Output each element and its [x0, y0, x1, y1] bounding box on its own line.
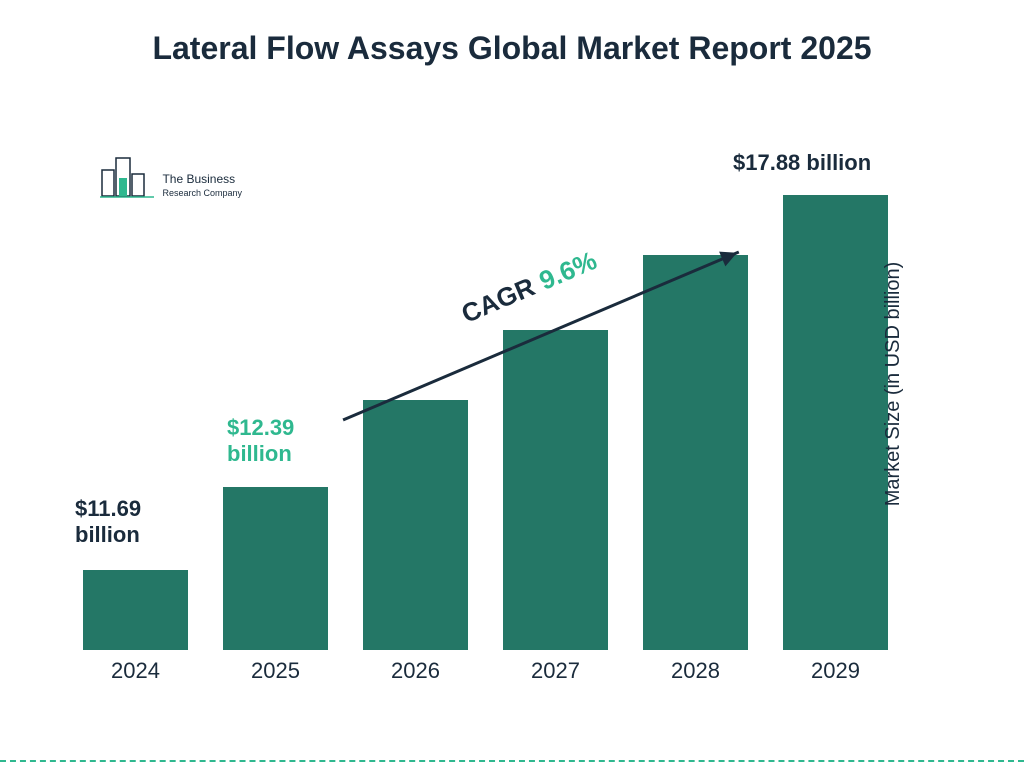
value-label: $12.39billion: [227, 415, 294, 468]
bar: [503, 330, 608, 650]
value-label: $17.88 billion: [733, 150, 871, 176]
value-label: $11.69billion: [75, 496, 141, 549]
x-axis-label: 2025: [223, 658, 328, 684]
x-axis-label: 2026: [363, 658, 468, 684]
bar-chart: CAGR9.6% 2024 2025 2026 2027 2028 2029 $11.69b…: [75, 150, 925, 690]
x-axis-label: 2027: [503, 658, 608, 684]
x-axis-label: 2028: [643, 658, 748, 684]
bottom-dashed-divider: [0, 760, 1024, 762]
bar: [223, 487, 328, 650]
bar: [363, 400, 468, 650]
x-axis-label: 2029: [783, 658, 888, 684]
x-axis-label: 2024: [83, 658, 188, 684]
bar: [783, 195, 888, 650]
bar: [83, 570, 188, 650]
cagr-text: CAGR: [457, 271, 539, 329]
chart-title: Lateral Flow Assays Global Market Report…: [0, 0, 1024, 68]
y-axis-label: Market Size (in USD billion): [882, 262, 905, 507]
bar: [643, 255, 748, 650]
cagr-percent: 9.6%: [535, 245, 601, 296]
